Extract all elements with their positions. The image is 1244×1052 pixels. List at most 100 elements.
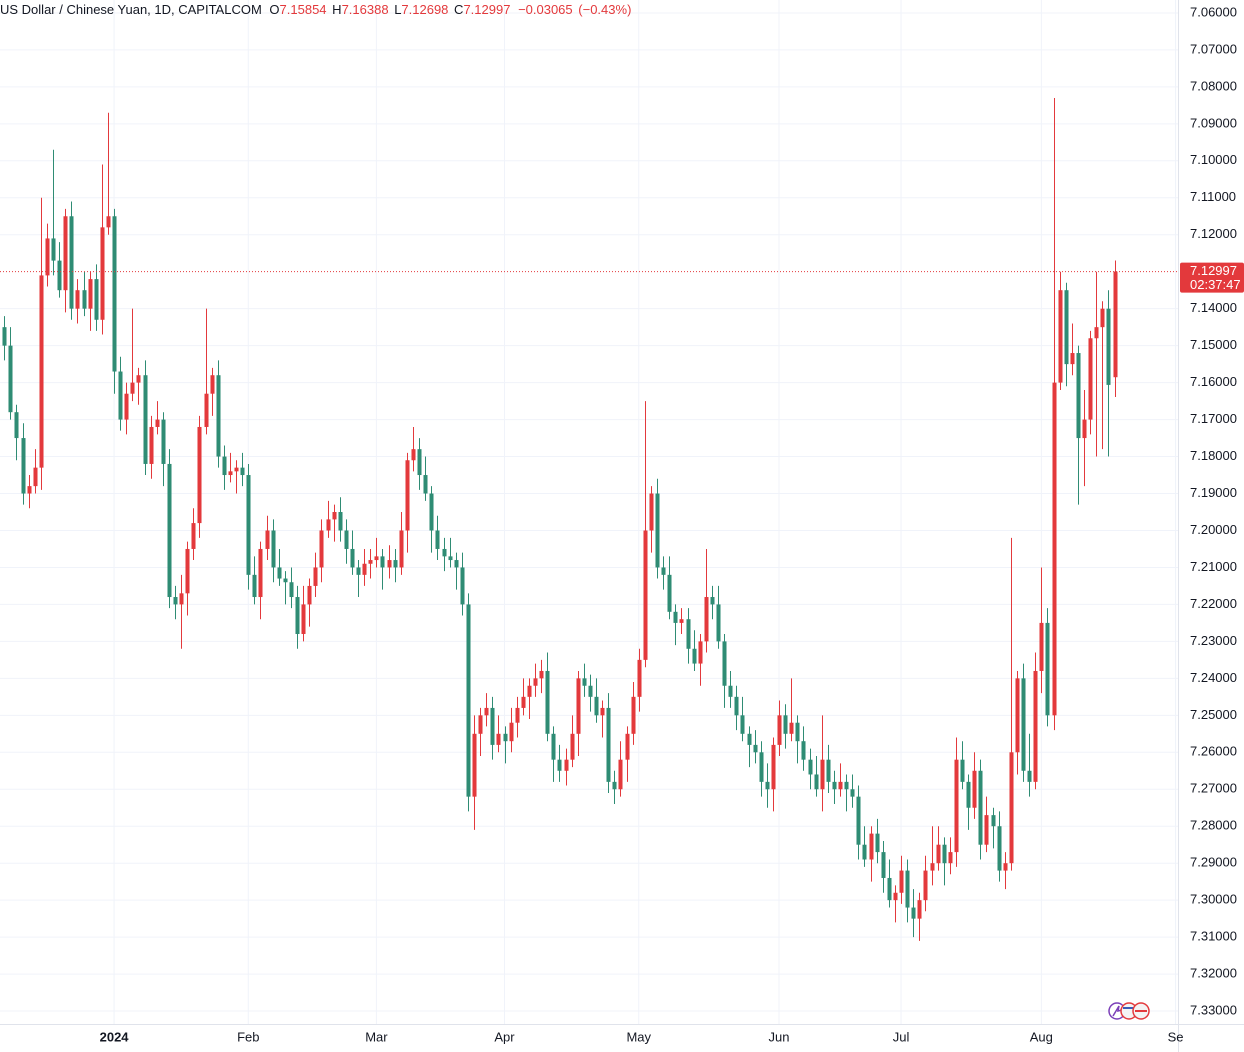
close-value: 7.12997	[463, 2, 510, 17]
candle-body	[155, 419, 160, 427]
y-tick-label: 7.21000	[1190, 559, 1237, 574]
candle-body	[588, 685, 593, 697]
candle-body	[631, 696, 636, 734]
candle-body	[423, 475, 428, 494]
candle-body	[51, 238, 56, 261]
candle-body	[380, 556, 385, 568]
candle-body	[594, 696, 599, 716]
candle-body	[820, 759, 825, 790]
candle-body	[1113, 271, 1118, 378]
candle-body	[130, 382, 135, 394]
candle-body	[490, 707, 495, 745]
candle-body	[283, 578, 288, 583]
candle-body	[600, 707, 605, 716]
candle-body	[75, 290, 80, 309]
y-tick-label: 7.11000	[1190, 189, 1236, 204]
y-tick-label: 7.10000	[1190, 152, 1237, 167]
candle-body	[539, 670, 544, 679]
candle-body	[686, 619, 691, 649]
candle-body	[442, 548, 447, 557]
candle-body	[240, 467, 245, 476]
high-label: H	[332, 2, 341, 17]
candle-body	[197, 426, 202, 524]
candle-body	[1021, 678, 1026, 771]
candle-body	[21, 438, 26, 494]
candle-body	[527, 685, 532, 697]
candle-body	[747, 733, 752, 745]
candle-body	[362, 563, 367, 575]
flag-icon	[1123, 1007, 1135, 1009]
candle-body	[722, 641, 727, 686]
candle-body	[1033, 670, 1038, 782]
candle-body	[557, 759, 562, 771]
candle-body	[161, 419, 166, 464]
candle-body	[8, 345, 13, 413]
candle-body	[216, 375, 221, 457]
candle-body	[893, 892, 898, 901]
candle-body	[521, 696, 526, 708]
candle-body	[448, 556, 453, 561]
candle-body	[503, 733, 508, 742]
candle-body	[344, 530, 349, 549]
y-tick-label: 7.16000	[1190, 374, 1237, 389]
candle-body	[112, 216, 117, 372]
y-tick-label: 7.08000	[1190, 78, 1237, 93]
candle-body	[191, 523, 196, 549]
candle-body	[783, 715, 788, 734]
candle-body	[45, 238, 50, 276]
candle-body	[484, 707, 489, 716]
candle-body	[387, 560, 392, 568]
y-tick-label: 7.09000	[1190, 115, 1237, 130]
candle-body	[167, 463, 172, 598]
y-tick-label: 7.20000	[1190, 522, 1237, 537]
candle-body	[454, 560, 459, 568]
y-tick-label: 7.19000	[1190, 485, 1237, 500]
candle-body	[564, 759, 569, 771]
y-tick-label: 7.32000	[1190, 966, 1237, 981]
candle-body	[960, 759, 965, 782]
candle-body	[1064, 290, 1069, 365]
countdown-label: 02:37:47	[1190, 277, 1241, 292]
y-tick-label: 7.07000	[1190, 41, 1237, 56]
candle-body	[710, 597, 715, 605]
candle-body	[429, 493, 434, 531]
x-tick-label: Aug	[1030, 1029, 1053, 1044]
y-tick-label: 7.26000	[1190, 744, 1237, 759]
candle-body	[954, 759, 959, 853]
candle-body	[606, 707, 611, 782]
candle-body	[991, 815, 996, 827]
candle-body	[753, 744, 758, 753]
candle-body	[332, 512, 337, 520]
candle-body	[905, 870, 910, 908]
candle-body	[124, 393, 129, 420]
y-tick-label: 7.23000	[1190, 633, 1237, 648]
candle-body	[57, 260, 62, 291]
change-percent: (−0.43%)	[578, 2, 631, 17]
candle-body	[1094, 327, 1099, 339]
y-tick-label: 7.28000	[1190, 818, 1237, 833]
low-label: L	[394, 2, 401, 17]
candle-body	[936, 844, 941, 864]
candle-body	[1003, 863, 1008, 871]
candle-body	[435, 530, 440, 549]
x-tick-label: Apr	[494, 1029, 515, 1044]
candle-body	[875, 833, 880, 853]
candle-body	[82, 290, 87, 309]
candle-body	[869, 833, 874, 860]
y-tick-label: 7.33000	[1190, 1002, 1237, 1017]
candle-body	[33, 467, 38, 487]
candle-body	[826, 759, 831, 782]
high-value: 7.16388	[342, 2, 389, 17]
candle-body	[1082, 419, 1087, 439]
y-tick-label: 7.25000	[1190, 707, 1237, 722]
candle-body	[1009, 752, 1014, 864]
candle-body	[942, 844, 947, 864]
candle-body	[515, 707, 520, 723]
y-tick-label: 7.24000	[1190, 670, 1237, 685]
candle-body	[460, 567, 465, 605]
candle-body	[551, 733, 556, 760]
candle-body	[850, 789, 855, 797]
candle-body	[533, 678, 538, 686]
candle-body	[728, 685, 733, 697]
